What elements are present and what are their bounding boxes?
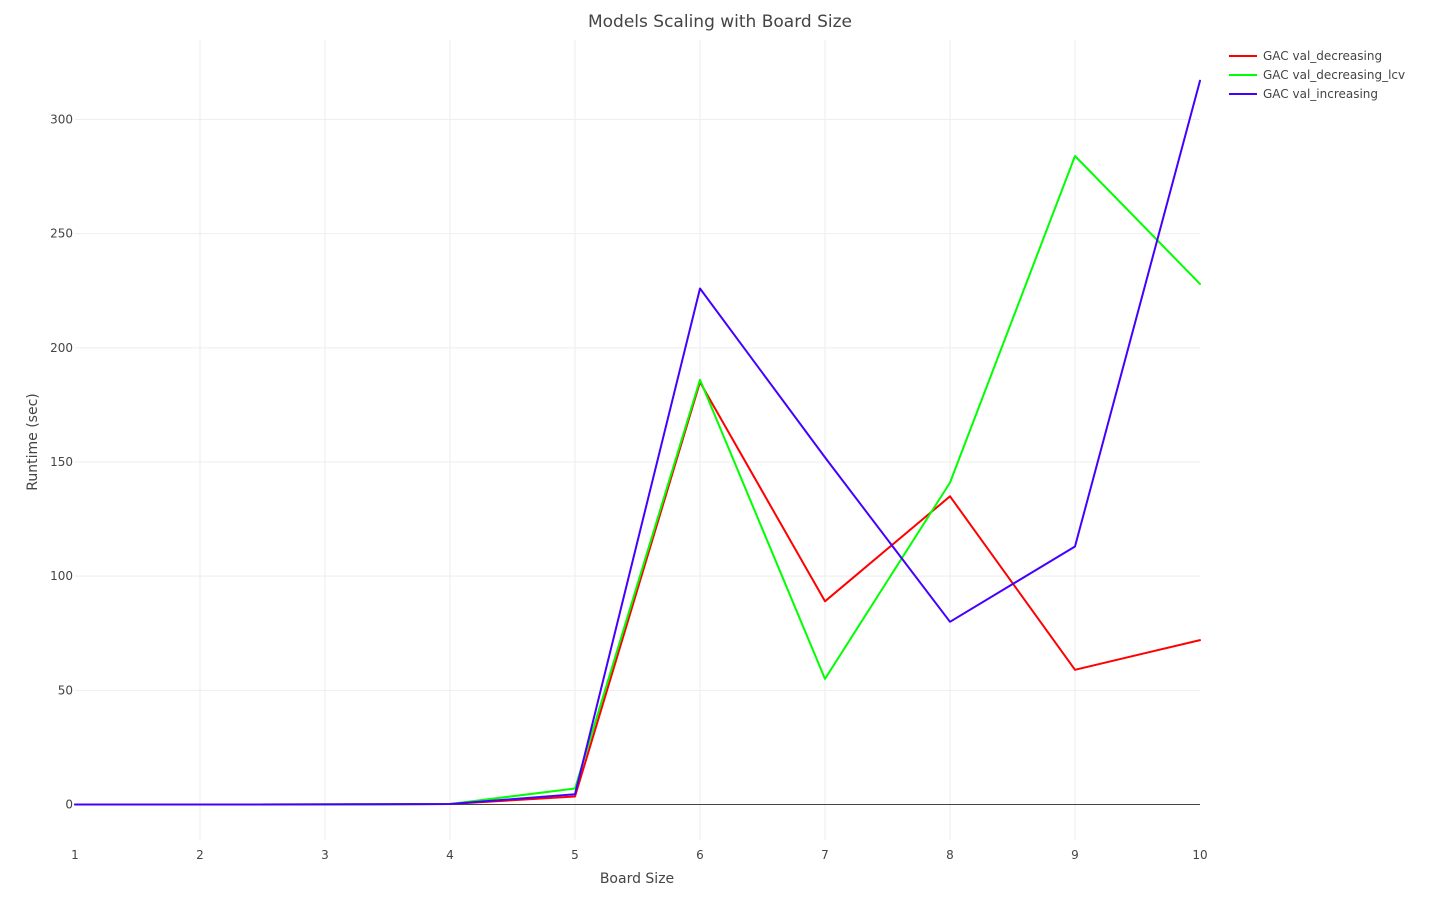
y-tick-label: 100: [50, 569, 73, 583]
x-tick-label: 4: [446, 848, 454, 862]
x-tick-label: 2: [196, 848, 204, 862]
y-tick-label: 50: [58, 683, 73, 697]
series-group: [74, 79, 1201, 806]
x-tick-label: 10: [1192, 848, 1207, 862]
y-axis-label: Runtime (sec): [25, 393, 41, 490]
grid: [75, 40, 1200, 840]
chart-title: Models Scaling with Board Size: [588, 12, 852, 32]
y-tick-label: 300: [50, 113, 73, 127]
y-tick-label: 250: [50, 227, 73, 241]
y-tick-label: 0: [65, 798, 73, 812]
x-tick-label: 1: [71, 848, 79, 862]
legend-item[interactable]: GAC val_increasing: [1229, 87, 1378, 101]
y-tick-label: 150: [50, 455, 73, 469]
legend[interactable]: GAC val_decreasing GAC val_decreasing_lcv…: [1229, 49, 1405, 101]
x-tick-label: 3: [321, 848, 329, 862]
y-tick-label: 200: [50, 341, 73, 355]
x-tick-label: 7: [821, 848, 829, 862]
legend-label: GAC val_decreasing_lcv: [1263, 68, 1405, 82]
series-line-3: [74, 79, 1201, 806]
x-axis-label: Board Size: [600, 871, 674, 887]
x-tick-label: 5: [571, 848, 579, 862]
legend-item[interactable]: GAC val_decreasing_lcv: [1229, 68, 1405, 82]
legend-label: GAC val_decreasing: [1263, 49, 1382, 63]
x-tick-label: 9: [1071, 848, 1079, 862]
legend-item[interactable]: GAC val_decreasing: [1229, 49, 1382, 63]
legend-label: GAC val_increasing: [1263, 87, 1378, 101]
x-tick-label: 6: [696, 848, 704, 862]
x-tick-label: 8: [946, 848, 954, 862]
